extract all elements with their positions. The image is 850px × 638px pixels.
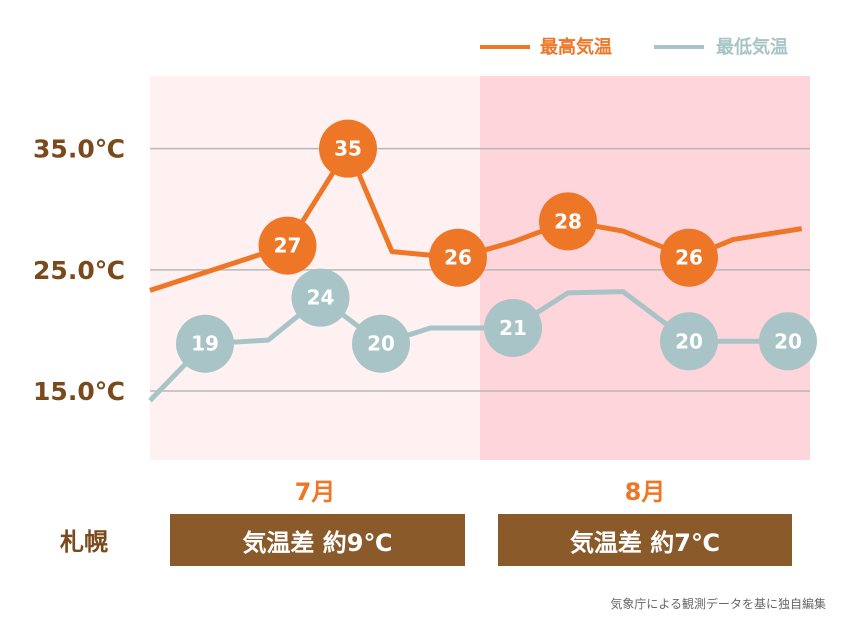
august-background — [480, 76, 810, 460]
series-line — [148, 289, 788, 403]
data-point — [660, 228, 718, 287]
data-label: 20 — [675, 329, 703, 353]
data-point — [176, 314, 234, 373]
data-point — [660, 312, 718, 371]
legend-label: 最低気温 — [716, 36, 788, 58]
legend: 最高気温 最低気温 — [480, 36, 788, 58]
data-label: 24 — [307, 286, 335, 310]
city-label: 札幌 — [60, 528, 108, 556]
data-label: 20 — [367, 332, 395, 356]
legend-label: 最高気温 — [540, 36, 612, 58]
data-point — [352, 314, 410, 373]
month-label: 7月 — [295, 478, 336, 506]
data-label: 27 — [274, 234, 302, 258]
data-label: 19 — [191, 332, 219, 356]
data-label: 26 — [444, 246, 472, 270]
y-tick-label: 25.0℃ — [33, 256, 125, 285]
series-lines: 19 24 20 21 20 20 27 35 26 28 26 — [148, 119, 817, 403]
july-background — [150, 76, 480, 460]
data-label: 35 — [334, 137, 362, 161]
y-tick-label: 15.0℃ — [33, 377, 125, 406]
data-label: 28 — [554, 209, 582, 233]
y-axis-ticks: 15.0℃ 25.0℃ 35.0℃ — [33, 135, 125, 406]
data-source-note: 気象庁による観測データを基に独自編集 — [610, 597, 826, 611]
july-temperature-difference: 気温差 約9℃ — [170, 514, 465, 566]
august-temperature-difference: 気温差 約7℃ — [498, 514, 792, 566]
data-point — [484, 298, 542, 357]
month-labels: 7月 8月 — [295, 478, 666, 506]
data-point — [258, 216, 317, 275]
data-label: 20 — [774, 329, 802, 353]
data-point — [429, 228, 487, 287]
data-point — [291, 268, 350, 327]
y-tick-label: 35.0℃ — [33, 135, 125, 164]
data-label: 21 — [499, 316, 527, 340]
data-label: 26 — [675, 246, 703, 270]
data-point — [539, 192, 597, 251]
month-label: 8月 — [625, 478, 666, 506]
data-point — [319, 119, 377, 178]
data-point — [759, 312, 817, 371]
